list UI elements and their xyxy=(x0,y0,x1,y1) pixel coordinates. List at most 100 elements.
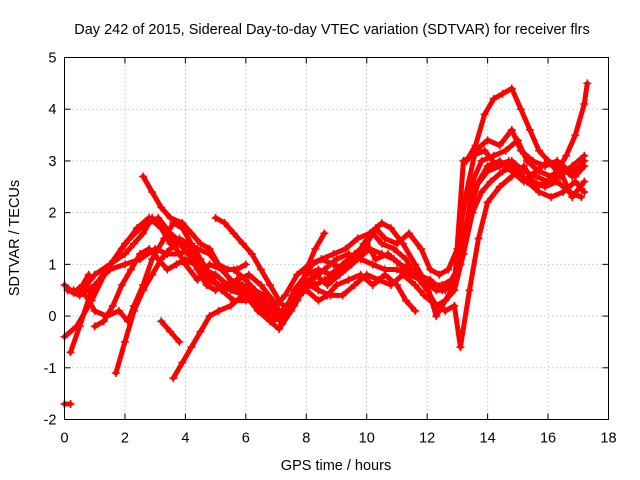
x-tick-label: 8 xyxy=(302,431,310,447)
data-point xyxy=(498,167,507,176)
x-tick-label: 6 xyxy=(242,431,250,447)
data-point xyxy=(580,177,589,186)
data-point xyxy=(471,141,480,150)
data-point xyxy=(507,84,516,93)
data-point xyxy=(480,146,489,155)
data-point xyxy=(205,244,214,253)
data-point xyxy=(293,296,302,305)
data-point xyxy=(377,239,386,248)
data-point xyxy=(130,239,139,248)
data-point xyxy=(368,281,377,290)
data-point xyxy=(477,156,486,165)
data-point xyxy=(187,229,196,238)
data-point xyxy=(139,286,148,295)
y-axis-label: SDTVAR / TECUs xyxy=(7,180,23,296)
data-point xyxy=(465,286,474,295)
data-point xyxy=(148,270,157,279)
data-point xyxy=(462,156,471,165)
data-point xyxy=(320,265,329,274)
data-point xyxy=(553,167,562,176)
series-sat-j xyxy=(211,213,329,315)
data-point xyxy=(244,270,253,279)
plot-frame xyxy=(64,57,609,420)
data-point xyxy=(547,193,556,202)
data-point xyxy=(196,327,205,336)
data-point xyxy=(311,244,320,253)
data-point xyxy=(238,291,247,300)
data-point xyxy=(293,270,302,279)
data-point xyxy=(435,270,444,279)
data-point xyxy=(365,244,374,253)
data-point xyxy=(169,374,178,383)
data-point xyxy=(504,156,513,165)
data-point xyxy=(344,250,353,259)
series-line xyxy=(71,127,584,327)
data-point xyxy=(580,187,589,196)
chart-title: Day 242 of 2015, Sidereal Day-to-day VTE… xyxy=(74,22,589,38)
data-point xyxy=(275,325,284,333)
data-point xyxy=(157,224,166,233)
x-tick-label: 2 xyxy=(121,431,129,447)
data-point xyxy=(571,131,580,140)
data-point xyxy=(377,250,386,259)
y-tick-label: 3 xyxy=(48,154,56,170)
x-tick-label: 4 xyxy=(181,431,189,447)
data-point xyxy=(525,125,534,134)
data-point xyxy=(441,306,450,315)
data-point xyxy=(148,213,157,222)
data-point xyxy=(105,260,114,269)
data-point xyxy=(256,281,265,290)
data-point xyxy=(133,224,142,233)
data-point xyxy=(389,244,398,253)
data-point xyxy=(275,296,284,305)
data-point xyxy=(450,301,459,310)
data-point xyxy=(371,255,380,264)
data-series xyxy=(60,79,592,408)
data-point xyxy=(250,286,259,295)
data-point xyxy=(120,250,129,259)
data-point xyxy=(166,213,175,222)
data-point xyxy=(583,79,592,88)
data-point xyxy=(317,255,326,264)
data-point xyxy=(474,234,483,243)
data-point xyxy=(444,265,453,274)
data-point xyxy=(311,281,320,290)
data-point xyxy=(495,182,504,191)
data-point xyxy=(111,368,120,377)
y-tick-label: 1 xyxy=(48,257,56,273)
data-point xyxy=(232,265,241,274)
data-point xyxy=(402,255,411,264)
data-point xyxy=(329,260,338,269)
data-point xyxy=(241,296,250,305)
data-point xyxy=(181,255,190,264)
data-point xyxy=(226,301,235,310)
data-point xyxy=(284,306,293,315)
data-point xyxy=(402,265,411,274)
data-point xyxy=(184,239,193,248)
data-point xyxy=(223,265,232,274)
data-point xyxy=(281,291,290,300)
data-point xyxy=(353,255,362,264)
data-point xyxy=(229,229,238,238)
series-sat-m xyxy=(157,317,184,346)
data-point xyxy=(193,275,202,284)
y-tick-label: 0 xyxy=(48,309,56,325)
data-point xyxy=(78,281,87,290)
series-sat-l xyxy=(60,270,93,297)
y-tick-label: -1 xyxy=(44,361,57,377)
series-line xyxy=(62,272,92,296)
y-tick-label: 5 xyxy=(48,51,56,67)
data-point xyxy=(214,306,223,315)
data-point xyxy=(220,218,229,227)
data-point xyxy=(66,348,75,357)
data-point xyxy=(474,177,483,186)
data-point xyxy=(99,317,108,326)
x-tick-label: 12 xyxy=(419,431,435,447)
data-point xyxy=(332,281,341,290)
data-point xyxy=(166,244,175,253)
data-point xyxy=(126,265,135,274)
data-point xyxy=(519,162,528,171)
data-point xyxy=(157,255,166,264)
